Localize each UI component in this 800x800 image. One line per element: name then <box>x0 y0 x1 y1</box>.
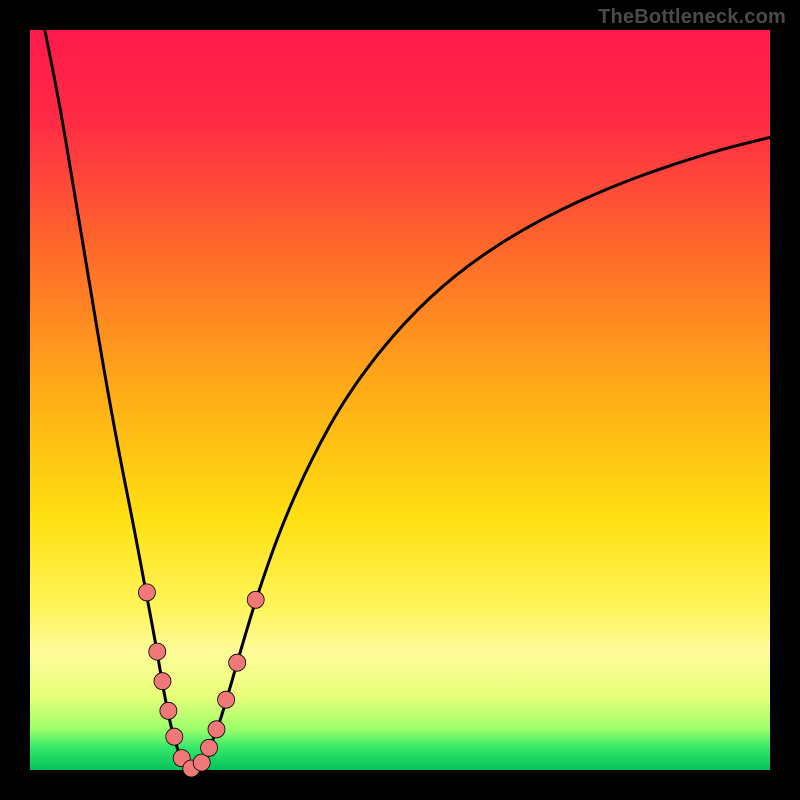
highlight-marker <box>201 739 218 756</box>
highlight-marker <box>229 654 246 671</box>
highlight-marker <box>247 591 264 608</box>
chart-container: TheBottleneck.com <box>0 0 800 800</box>
highlight-marker <box>149 643 166 660</box>
highlight-marker <box>154 673 171 690</box>
highlight-marker <box>166 728 183 745</box>
highlight-marker <box>208 721 225 738</box>
highlight-marker <box>138 584 155 601</box>
highlight-marker <box>160 702 177 719</box>
source-watermark: TheBottleneck.com <box>598 6 786 29</box>
highlight-marker <box>218 691 235 708</box>
bottleneck-curve-chart <box>0 0 800 800</box>
highlight-marker <box>193 754 210 771</box>
plot-gradient-background <box>30 30 770 770</box>
